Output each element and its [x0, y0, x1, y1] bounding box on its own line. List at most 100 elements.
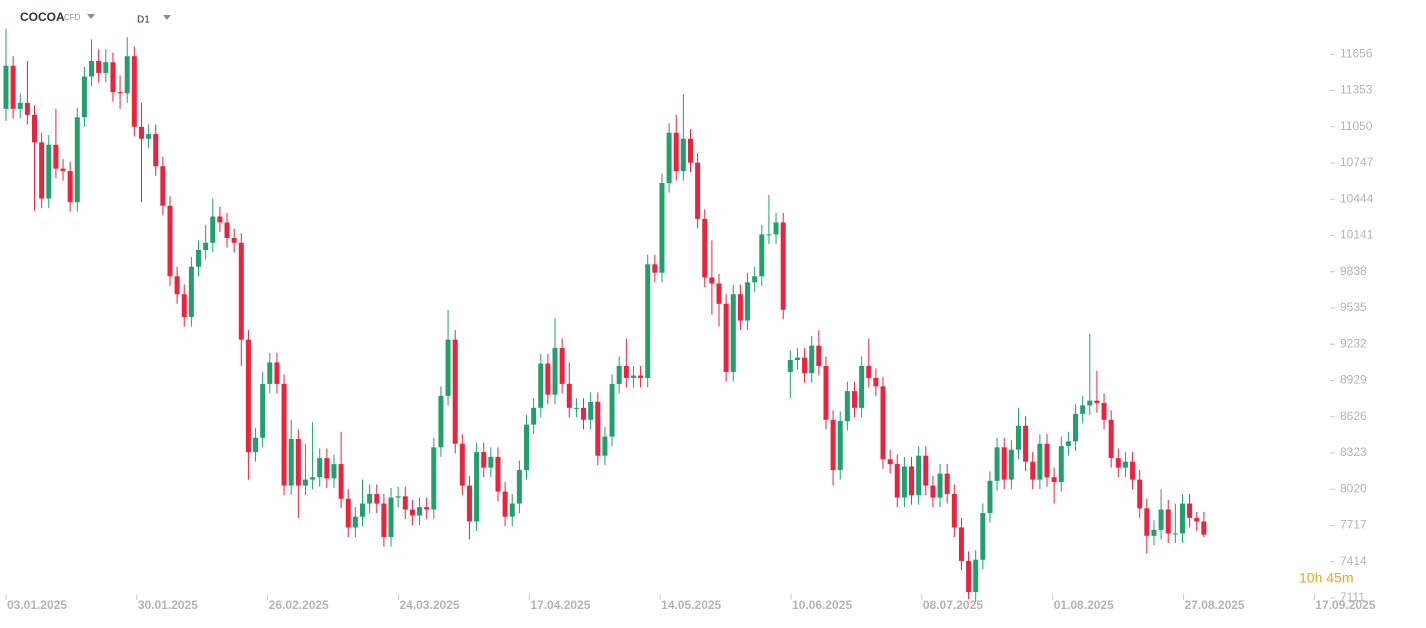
timeframe[interactable]: D1: [137, 15, 150, 26]
candle-body: [966, 560, 972, 593]
candle-body: [1115, 458, 1121, 468]
candle-body: [1108, 419, 1114, 459]
timeframe-dropdown[interactable]: [163, 15, 171, 20]
symbol-dropdown[interactable]: [87, 14, 95, 19]
candle-body: [1122, 461, 1128, 468]
y-tick-label: 9838: [1340, 264, 1367, 278]
candle-body: [752, 276, 758, 283]
candle-body: [552, 348, 558, 395]
candle-body: [958, 527, 964, 561]
candle-body: [24, 102, 30, 115]
candle-body: [873, 377, 879, 387]
y-tick-label: 7717: [1340, 518, 1367, 532]
symbol-kind: CFD: [64, 13, 81, 22]
candle-body: [295, 438, 301, 486]
candle-body: [167, 205, 173, 277]
candle-body: [1179, 503, 1185, 534]
candle-body: [538, 363, 544, 408]
candle-body: [160, 166, 166, 206]
candle-body: [630, 375, 636, 378]
candle-body: [32, 114, 38, 143]
candle-body: [695, 162, 701, 219]
candle-body: [787, 360, 793, 372]
candle-body: [260, 383, 266, 438]
x-tick-label: 17.09.2025: [1315, 598, 1375, 612]
candle-body: [495, 456, 501, 492]
candle-body: [238, 242, 244, 340]
candle-body: [866, 365, 872, 378]
candle-body: [759, 234, 765, 277]
candle-body: [794, 357, 800, 361]
candle-body: [1172, 533, 1178, 535]
candle-body: [431, 447, 437, 510]
candle-body: [131, 56, 137, 127]
candle-body: [837, 421, 843, 471]
y-tick-label: 9232: [1340, 336, 1367, 350]
candle-body: [1201, 521, 1207, 535]
candle-body: [566, 383, 572, 408]
candle-body: [445, 339, 451, 396]
y-tick-label: 11050: [1340, 119, 1373, 133]
candle-body: [188, 266, 194, 317]
candle-body: [894, 464, 900, 498]
candle-body: [951, 493, 957, 528]
candle-body: [217, 216, 223, 223]
candle-body: [1165, 509, 1171, 534]
x-tick-label: 27.08.2025: [1185, 598, 1245, 612]
candle-body: [345, 498, 351, 528]
candle-body: [737, 294, 743, 321]
candle-body: [1101, 403, 1107, 420]
candle-body: [1065, 441, 1071, 447]
candle-body: [730, 294, 736, 372]
candle-body: [1080, 405, 1086, 414]
candle-body: [39, 142, 45, 199]
candle-body: [481, 452, 487, 468]
y-tick-label: 10141: [1340, 228, 1374, 242]
candle-body: [559, 348, 565, 384]
candle-body: [374, 493, 380, 504]
candle-body: [859, 365, 865, 408]
candle-body: [1137, 479, 1143, 509]
candle-body: [1158, 509, 1164, 530]
candle-body: [994, 447, 1000, 481]
x-tick-label: 14.05.2025: [661, 598, 721, 612]
candle-body: [138, 126, 144, 139]
candle-body: [509, 503, 515, 517]
candle-body: [987, 480, 993, 514]
candle-body: [1094, 400, 1100, 404]
x-tick-label: 30.01.2025: [138, 598, 198, 612]
candle-body: [1015, 425, 1021, 450]
candle-body: [909, 466, 915, 496]
candle-body: [523, 424, 529, 471]
candle-body: [1008, 449, 1014, 480]
y-tick-label: 10747: [1340, 155, 1374, 169]
candle-body: [409, 509, 415, 516]
candle-body: [1144, 508, 1150, 536]
candle-body: [60, 168, 66, 172]
candle-body: [616, 365, 622, 384]
candle-body: [652, 264, 658, 273]
candle-body: [110, 62, 116, 93]
candle-body: [124, 56, 130, 94]
candle-body: [3, 65, 9, 109]
candle-body: [944, 473, 950, 494]
y-tick-label: 11656: [1340, 46, 1373, 60]
candle-body: [310, 477, 316, 480]
candle-body: [1001, 447, 1007, 480]
candle-body: [1073, 413, 1079, 442]
candle-body: [103, 62, 109, 73]
candle-body: [923, 455, 929, 486]
y-tick-label: 9535: [1340, 300, 1367, 314]
candle-body: [780, 222, 786, 310]
candle-body: [402, 496, 408, 510]
candle-body: [417, 507, 423, 516]
candle-body: [723, 303, 729, 372]
x-tick-label: 26.02.2025: [269, 598, 329, 612]
symbol[interactable]: COCOA: [20, 10, 65, 24]
x-tick-label: 10.06.2025: [792, 598, 852, 612]
candle-body: [638, 375, 644, 378]
candle-body: [17, 102, 23, 109]
candle-body: [331, 464, 337, 479]
candle-body: [231, 238, 237, 243]
